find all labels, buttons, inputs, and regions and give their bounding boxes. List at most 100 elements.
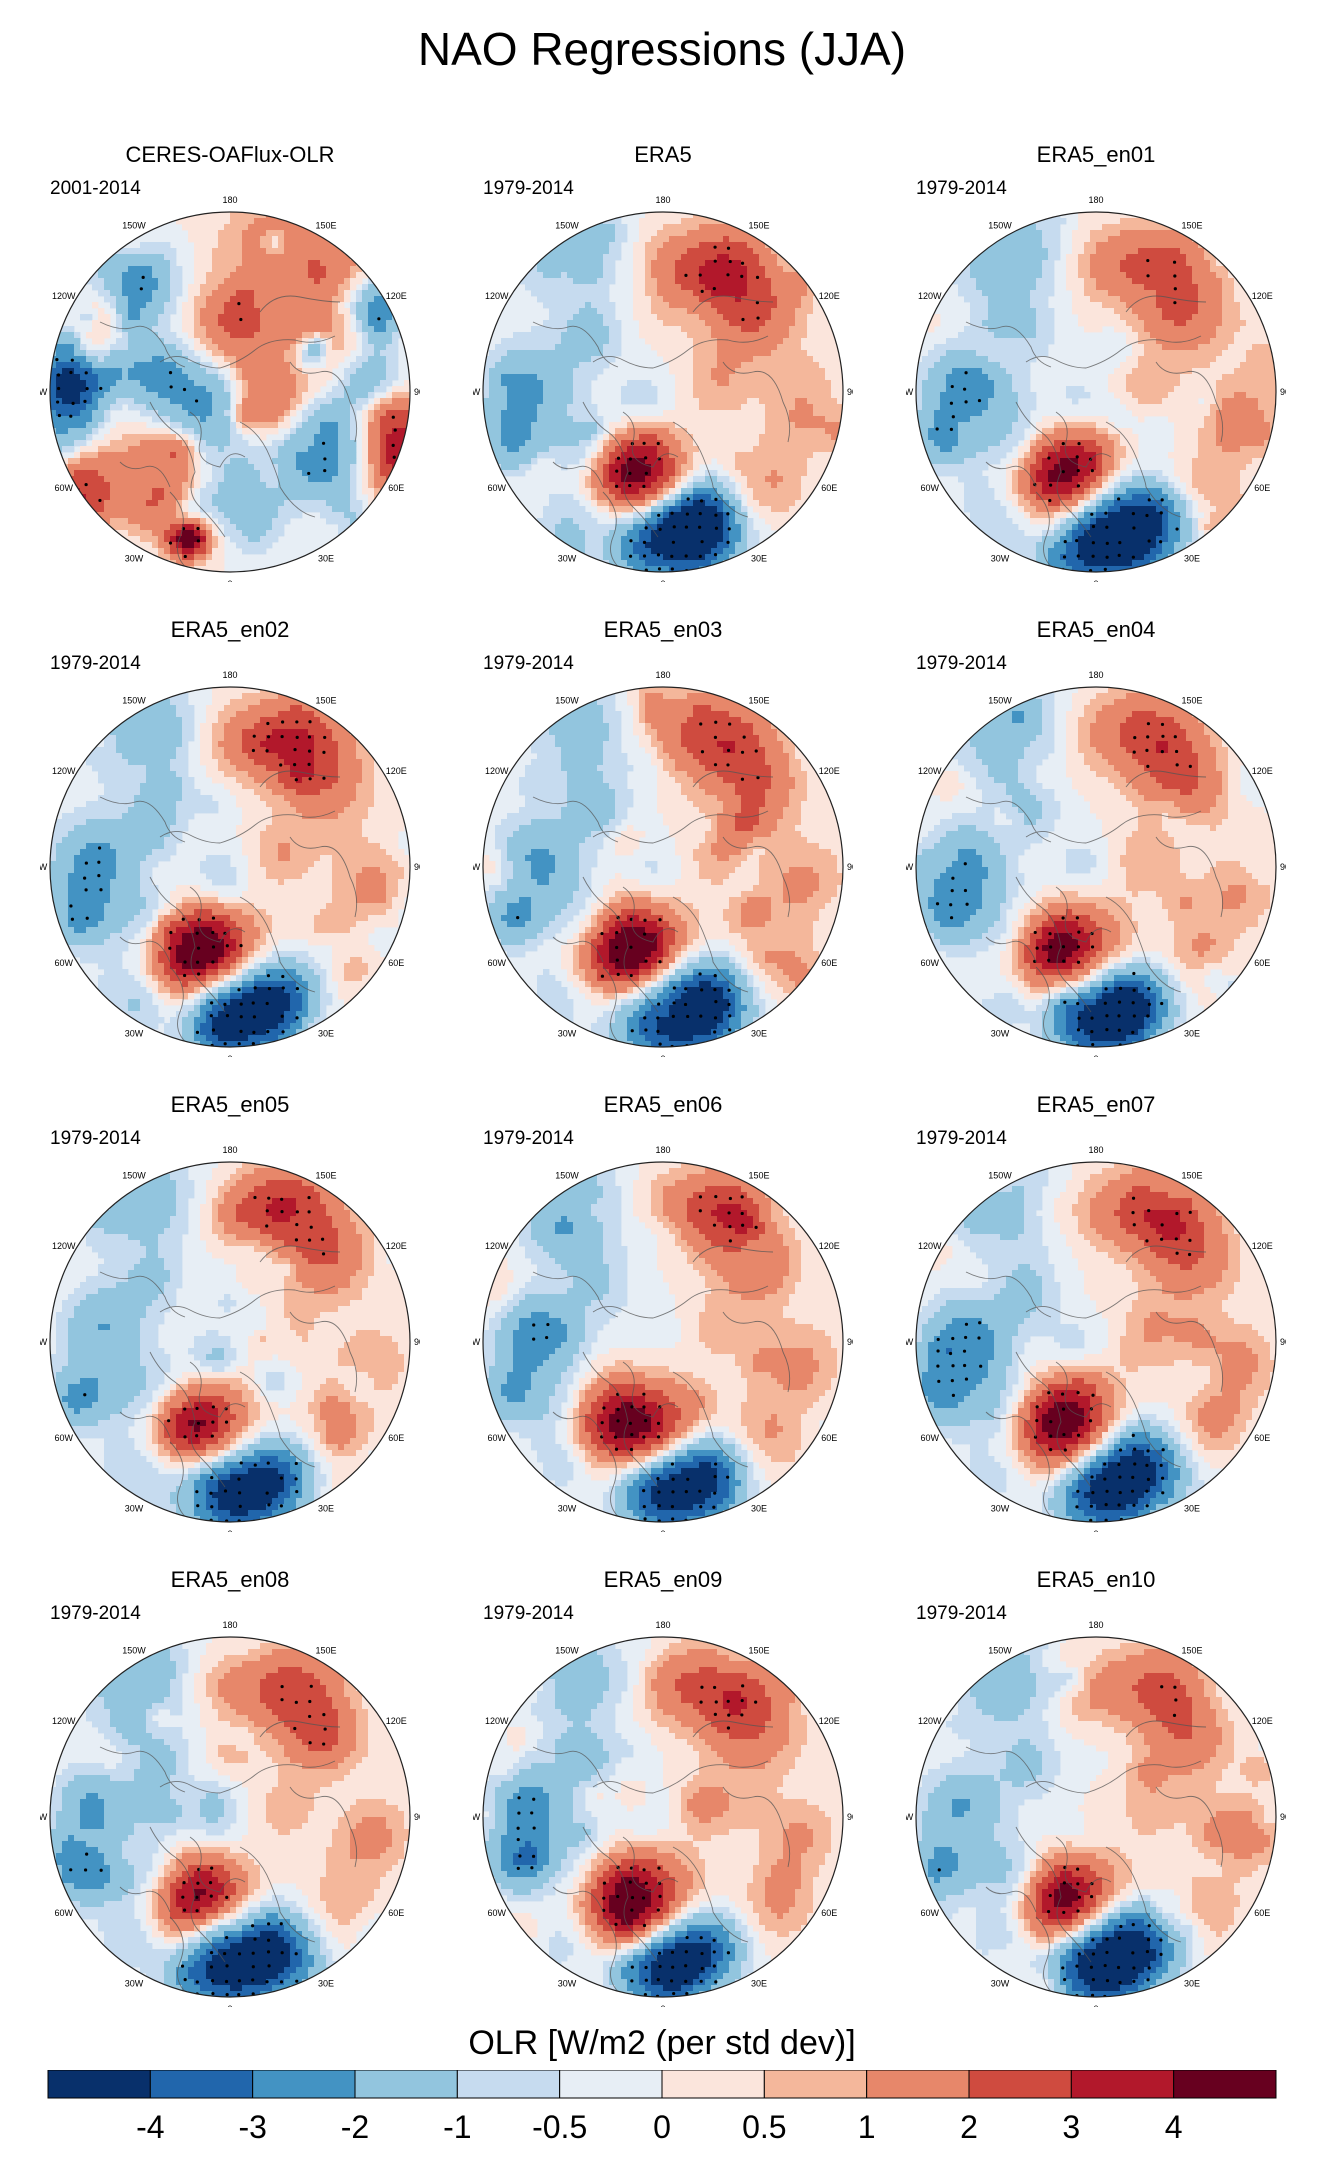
longitude-label: 30W <box>125 1978 144 1988</box>
longitude-label: 60E <box>821 483 837 493</box>
longitude-label: 90W <box>40 1812 48 1822</box>
longitude-label: 60E <box>388 1908 404 1918</box>
longitude-label: 90E <box>414 1337 420 1347</box>
longitude-label: 60W <box>487 1433 506 1443</box>
longitude-label: 30W <box>991 1503 1010 1513</box>
map-panel: ERA5_en10180150E120E90E60E30E030W60W90W1… <box>906 1567 1286 2007</box>
longitude-label: 30W <box>125 1503 144 1513</box>
colorbar-bin <box>456 2070 561 2099</box>
colorbar-tick-label: 3 <box>1062 2109 1080 2145</box>
longitude-label: 180 <box>222 195 237 205</box>
panel-title: CERES-OAFlux-OLR <box>40 142 420 168</box>
map-panel: ERA5_en01180150E120E90E60E30E030W60W90W1… <box>906 142 1286 582</box>
longitude-label: 150W <box>988 1171 1012 1181</box>
longitude-label: 150E <box>315 221 336 231</box>
panel-title: ERA5 <box>473 142 853 168</box>
colorbar-tick-label: 0.5 <box>742 2109 786 2145</box>
longitude-label: 90W <box>40 1337 48 1347</box>
longitude-label: 180 <box>1088 1620 1103 1630</box>
longitude-label: 120E <box>819 1716 840 1726</box>
longitude-label: 60W <box>920 958 939 968</box>
map-panel: ERA5_en09180150E120E90E60E30E030W60W90W1… <box>473 1567 853 2007</box>
colorbar-bin <box>252 2070 356 2099</box>
map-panel: ERA5_en04180150E120E90E60E30E030W60W90W1… <box>906 617 1286 1057</box>
map-boundary <box>482 211 844 573</box>
longitude-label: 150E <box>748 696 769 706</box>
longitude-label: 120E <box>819 291 840 301</box>
longitude-label: 60E <box>388 483 404 493</box>
longitude-label: 150W <box>555 1646 579 1656</box>
map-panel: CERES-OAFlux-OLR 180 150E 120E 90E 60E 30E 0 30W… <box>40 142 420 582</box>
longitude-label: 120E <box>819 1241 840 1251</box>
longitude-label: 60E <box>388 958 404 968</box>
longitude-label: 120E <box>386 1716 407 1726</box>
longitude-label: 90W <box>906 1337 914 1347</box>
longitude-label: 30E <box>318 1978 334 1988</box>
longitude-label: 120E <box>1252 291 1273 301</box>
map-boundary <box>49 1636 411 1998</box>
panel-title: ERA5_en06 <box>473 1092 853 1118</box>
longitude-label: 120W <box>918 766 942 776</box>
longitude-label: 60W <box>920 1908 939 1918</box>
longitude-label: 60E <box>1254 1433 1270 1443</box>
longitude-label: 30W <box>991 553 1010 563</box>
longitude-label: 90E <box>1280 1812 1286 1822</box>
colorbar-bin <box>149 2070 254 2099</box>
longitude-label: 180 <box>1088 195 1103 205</box>
longitude-label: 150W <box>122 1171 146 1181</box>
longitude-label: 120W <box>52 766 76 776</box>
longitude-label: 150W <box>988 1646 1012 1656</box>
longitude-label: 180 <box>1088 1145 1103 1155</box>
panel-title: ERA5_en02 <box>40 617 420 643</box>
longitude-label: 120W <box>485 1716 509 1726</box>
longitude-label: 30E <box>318 1028 334 1038</box>
polar-map: 180 150E 120E 90E 60E 30E 0 30W 60W 90W 120W 150W <box>473 1620 853 2007</box>
map-panel: ERA5_en03180150E120E90E60E30E030W60W90W1… <box>473 617 853 1057</box>
longitude-label: 150E <box>748 221 769 231</box>
longitude-label: 180 <box>655 1620 670 1630</box>
longitude-label: 0 <box>660 1054 665 1057</box>
colorbar-tick-label: 1 <box>858 2109 876 2145</box>
polar-map: 180 150E 120E 90E 60E 30E 0 30W 60W 90W 120W 150W <box>40 1145 420 1532</box>
panel-period: 1979-2014 <box>483 1128 574 1150</box>
map-panel: ERA5_en07180150E120E90E60E30E030W60W90W1… <box>906 1092 1286 1532</box>
longitude-label: 150E <box>315 1646 336 1656</box>
longitude-label: 30E <box>751 1028 767 1038</box>
olr-field <box>50 212 410 572</box>
longitude-label: 120E <box>1252 1241 1273 1251</box>
longitude-label: 30W <box>991 1978 1010 1988</box>
panel-period: 1979-2014 <box>50 1128 141 1150</box>
longitude-label: 0 <box>227 2004 232 2007</box>
polar-map: 180 150E 120E 90E 60E 30E 0 30W 60W 90W 120W 150W <box>473 1145 853 1532</box>
longitude-label: 0 <box>227 1054 232 1057</box>
longitude-label: 150E <box>1181 696 1202 706</box>
longitude-label: 0 <box>1093 1529 1098 1532</box>
longitude-label: 60W <box>487 483 506 493</box>
longitude-label: 30E <box>1184 553 1200 563</box>
longitude-label: 0 <box>1093 2004 1098 2007</box>
longitude-label: 120E <box>1252 766 1273 776</box>
longitude-label: 30E <box>318 553 334 563</box>
longitude-label: 180 <box>222 1620 237 1630</box>
longitude-label: 90W <box>906 862 914 872</box>
longitude-label: 150W <box>122 221 146 231</box>
longitude-label: 90E <box>414 862 420 872</box>
colorbar-bin <box>968 2070 1072 2099</box>
longitude-label: 180 <box>655 195 670 205</box>
longitude-label: 30E <box>751 553 767 563</box>
longitude-label: 150W <box>988 221 1012 231</box>
longitude-label: 30W <box>991 1028 1010 1038</box>
polar-map: 180 150E 120E 90E 60E 30E 0 30W 60W 90W 120W 150W <box>40 195 420 582</box>
colorbar-tick-label: 4 <box>1165 2109 1183 2145</box>
longitude-label: 90E <box>847 387 853 397</box>
polar-map: 180 150E 120E 90E 60E 30E 0 30W 60W 90W 120W 150W <box>473 670 853 1057</box>
map-panel: ERA5 180 150E 120E 90E 60E 30E 0 30W 60W 90W 120W 15… <box>473 142 853 582</box>
olr-field <box>50 1637 410 1997</box>
longitude-label: 120E <box>386 1241 407 1251</box>
olr-field <box>916 1162 1276 1522</box>
longitude-label: 0 <box>227 1529 232 1532</box>
longitude-label: 120W <box>918 1716 942 1726</box>
longitude-label: 90E <box>847 1812 853 1822</box>
longitude-label: 150E <box>315 696 336 706</box>
panel-period: 1979-2014 <box>50 1603 141 1625</box>
